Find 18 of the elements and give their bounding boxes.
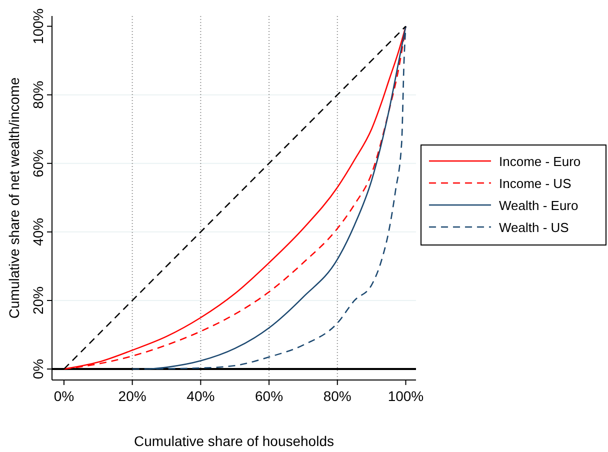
x-axis-title: Cumulative share of households: [134, 433, 334, 449]
y-tick-label: 20%: [30, 286, 46, 314]
x-tick-label: 20%: [118, 388, 146, 404]
legend-label: Income - Euro: [499, 154, 581, 169]
legend-label: Wealth - US: [499, 220, 570, 235]
x-tick-label: 100%: [388, 388, 424, 404]
y-tick-label: 40%: [30, 218, 46, 246]
y-axis-title: Cumulative share of net wealth/income: [6, 77, 22, 319]
legend-label: Wealth - Euro: [499, 198, 578, 213]
y-tick-label: 0%: [30, 358, 46, 380]
x-tick-label: 40%: [186, 388, 215, 404]
x-tick-label: 80%: [323, 388, 352, 404]
y-tick-label: 100%: [30, 8, 46, 44]
x-tick-label: 0%: [54, 388, 74, 404]
y-tick-label: 80%: [30, 80, 46, 109]
y-tick-label: 60%: [30, 149, 46, 178]
legend-label: Income - US: [499, 176, 572, 191]
x-tick-label: 60%: [255, 388, 284, 404]
